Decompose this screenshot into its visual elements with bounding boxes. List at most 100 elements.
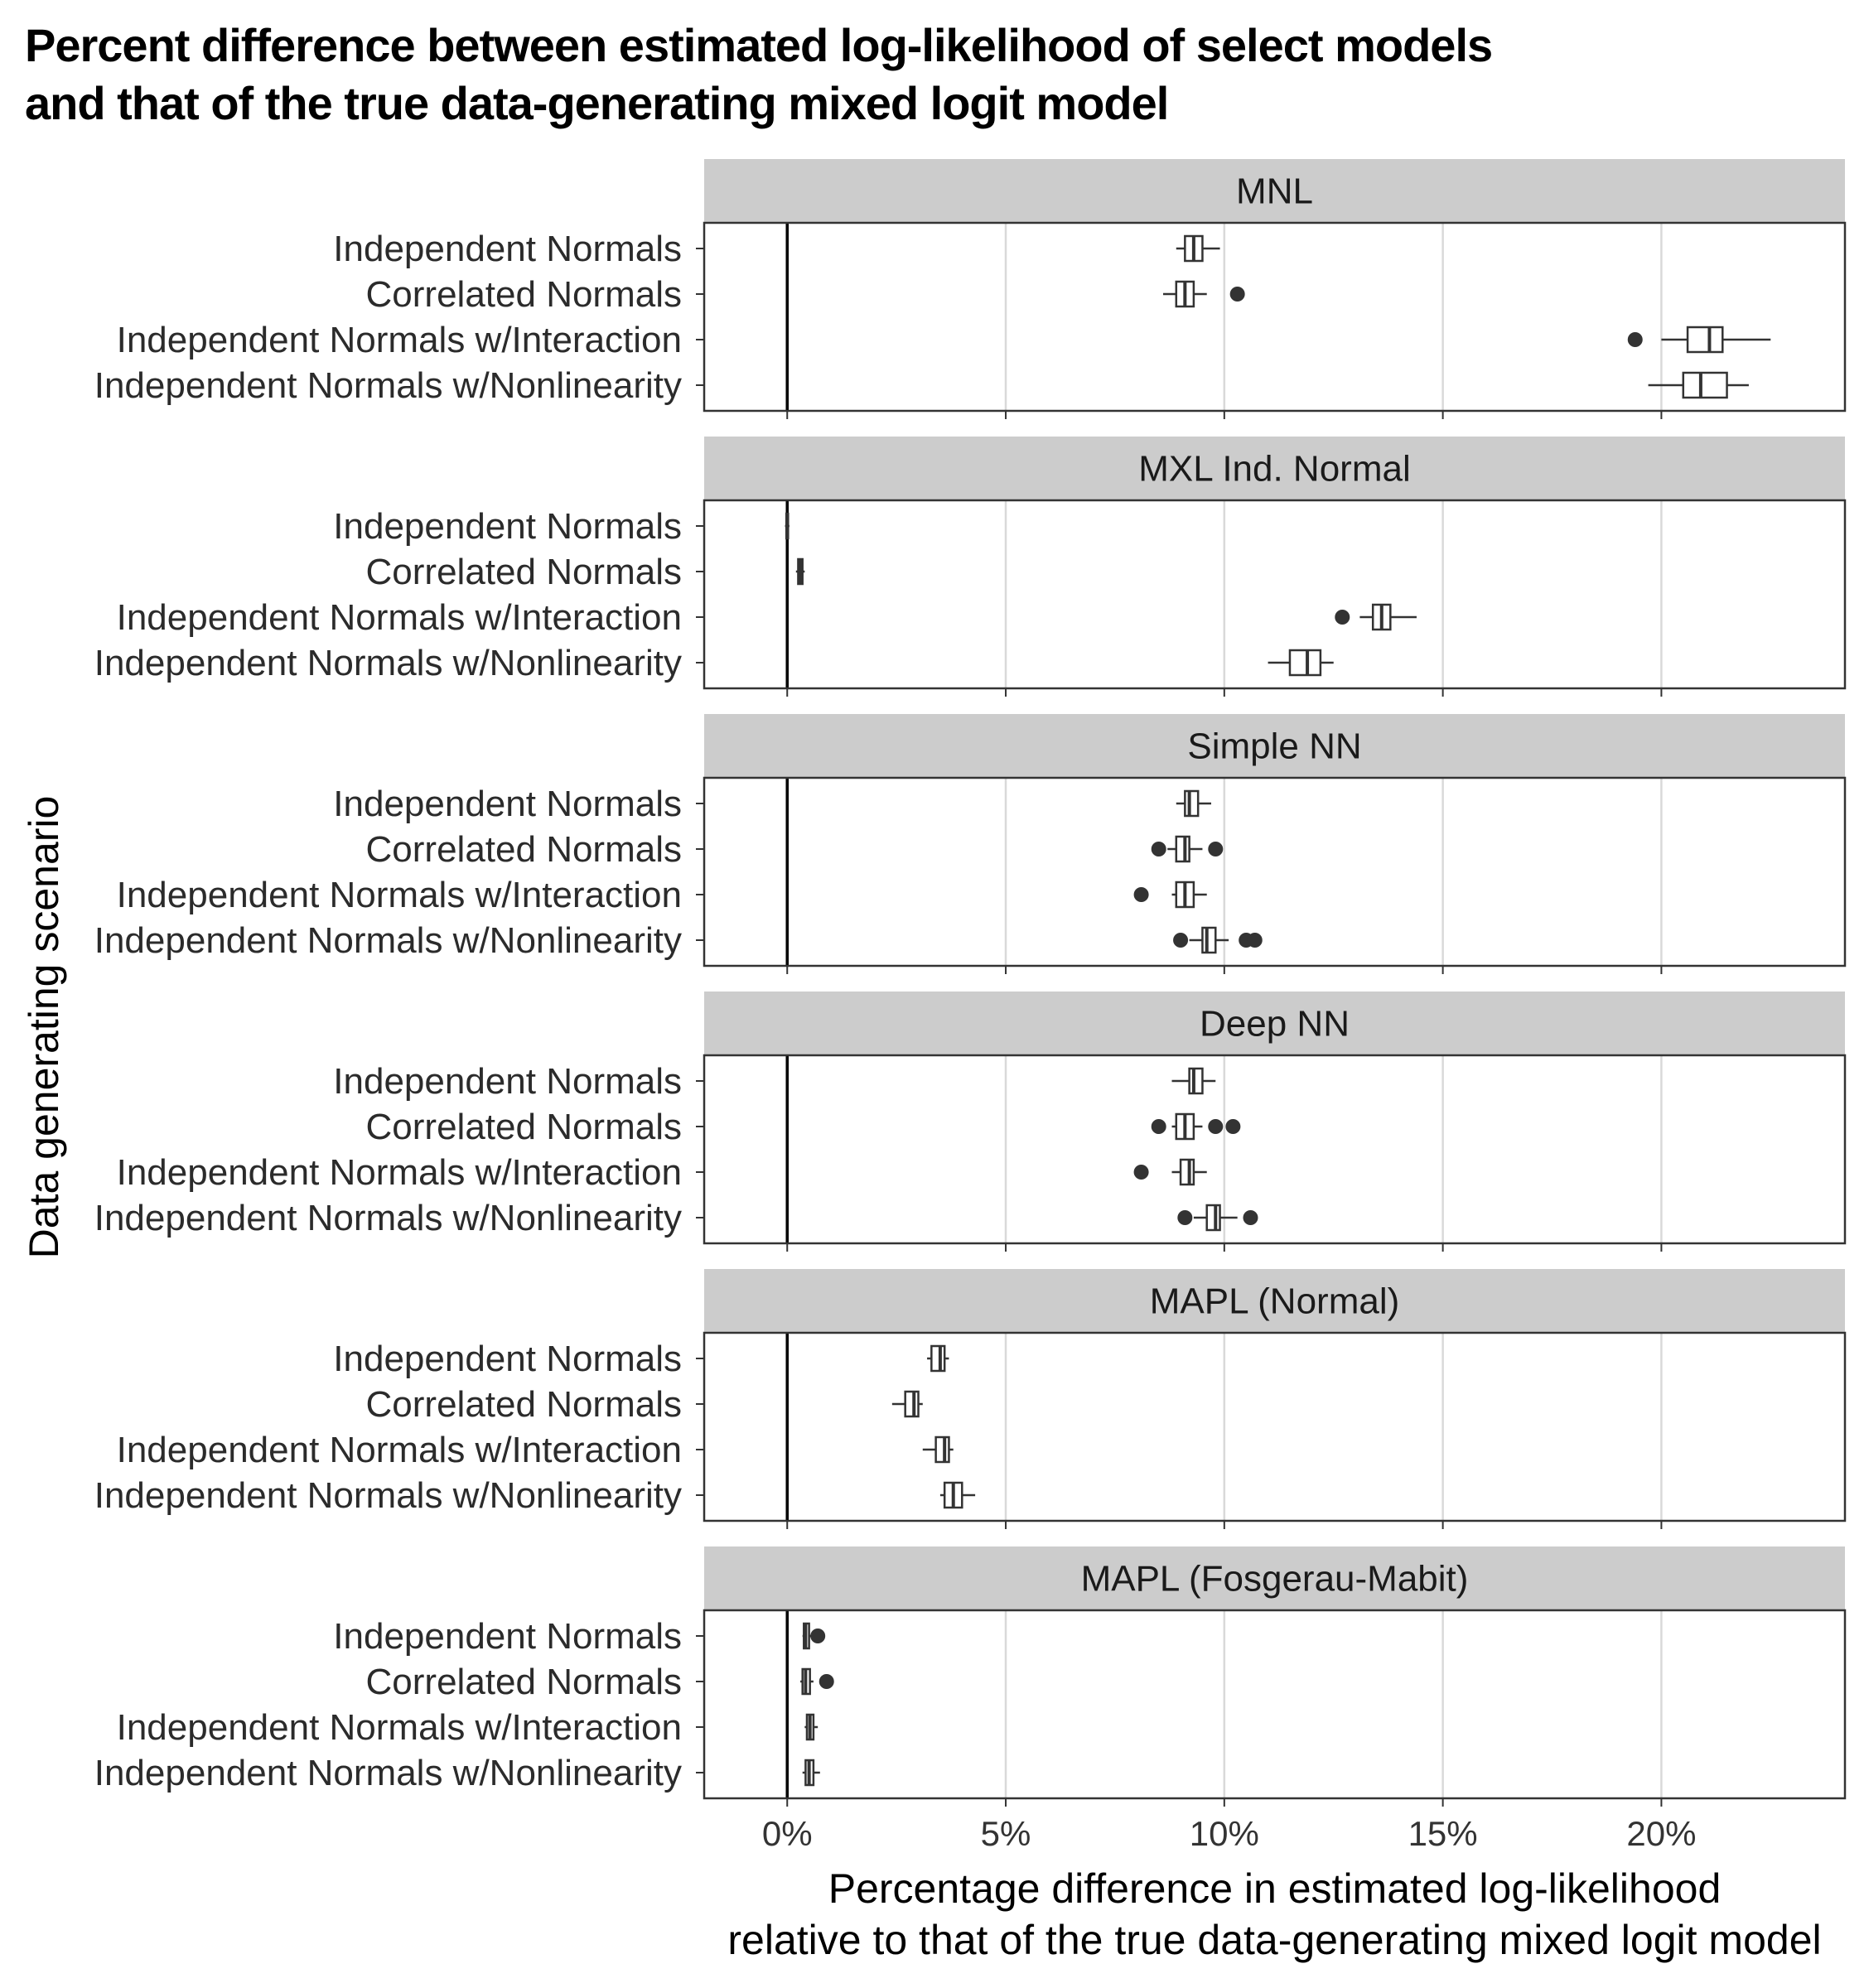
category-label: Independent Normals: [333, 1339, 682, 1379]
category-label: Independent Normals w/Interaction: [117, 1152, 682, 1193]
outlier-point: [1229, 287, 1245, 302]
outlier-point: [1247, 933, 1263, 948]
boxplot-2: [1627, 326, 1771, 354]
category-label: Independent Normals w/Interaction: [117, 597, 682, 638]
outlier-point: [1225, 1119, 1241, 1134]
category-label: Independent Normals w/Nonlinearity: [94, 1475, 682, 1516]
category-label: Correlated Normals: [366, 274, 682, 315]
outlier-point: [1335, 610, 1350, 625]
boxplot-0: [1176, 234, 1220, 263]
outlier-point: [1243, 1210, 1258, 1225]
facet-0: MNL Independent Normals Correlated Normals…: [94, 159, 1847, 419]
boxplot-3: [1177, 1204, 1258, 1232]
category-label: Independent Normals w/Interaction: [117, 320, 682, 360]
box: [1175, 835, 1190, 863]
x-tick-label: 5%: [981, 1814, 1031, 1853]
boxplot-0: [927, 1344, 949, 1373]
box: [1179, 1158, 1195, 1186]
category-label: Independent Normals w/Interaction: [117, 1707, 682, 1748]
boxplot-2: [1133, 881, 1207, 909]
outlier-point: [1133, 887, 1149, 902]
panel-border: [703, 1331, 1847, 1522]
boxplot-1: [1162, 280, 1245, 308]
category-label: Independent Normals: [333, 1616, 682, 1657]
facet-strip-label: MNL: [1236, 171, 1313, 212]
boxplot-2: [804, 1713, 819, 1741]
panel-border: [703, 776, 1847, 967]
category-label: Independent Normals w/Interaction: [117, 1430, 682, 1470]
outlier-point: [1208, 842, 1224, 856]
boxplot-0: [785, 512, 790, 540]
outlier-point: [1208, 1119, 1224, 1134]
category-label: Correlated Normals: [366, 1384, 682, 1425]
boxplot-3: [939, 1481, 976, 1509]
box: [1686, 326, 1724, 354]
facet-4: MAPL (Normal) Independent Normals Correlat…: [94, 1269, 1847, 1529]
category-label: Correlated Normals: [366, 829, 682, 870]
chart-title-line-2: and that of the true data-generating mix…: [25, 77, 1169, 129]
facet-1: MXL Ind. Normal Independent Normals Correl…: [94, 437, 1847, 697]
outlier-point: [1177, 1210, 1193, 1225]
x-axis-title-line: Percentage difference in estimated log-l…: [828, 1865, 1722, 1912]
boxplot-3: [802, 1759, 820, 1787]
category-label: Independent Normals: [333, 1061, 682, 1102]
category-label: Correlated Normals: [366, 1662, 682, 1702]
box: [1205, 1204, 1221, 1232]
facet-strip: [704, 714, 1845, 778]
category-label: Independent Normals w/Nonlinearity: [94, 643, 682, 683]
facet-strip: [704, 992, 1845, 1055]
box: [1288, 649, 1322, 677]
boxplot-0: [1176, 789, 1211, 818]
category-label: Correlated Normals: [366, 552, 682, 592]
facet-strip-label: MXL Ind. Normal: [1138, 449, 1410, 490]
category-label: Independent Normals w/Nonlinearity: [94, 1198, 682, 1238]
chart-title-line-1: Percent difference between estimated log…: [25, 19, 1493, 71]
facet-strip-label: MAPL (Normal): [1150, 1281, 1400, 1322]
x-tick-label: 10%: [1190, 1814, 1259, 1853]
outlier-point: [1151, 1119, 1166, 1134]
panel-border: [703, 1054, 1847, 1245]
panel-border: [703, 499, 1847, 690]
boxplot-1: [891, 1390, 923, 1418]
y-axis-title: Data generating scenario: [21, 796, 67, 1259]
category-label: Independent Normals w/Nonlinearity: [94, 920, 682, 961]
x-axis-title-line: relative to that of the true data-genera…: [727, 1917, 1821, 1963]
category-label: Independent Normals w/Nonlinearity: [94, 365, 682, 406]
category-label: Independent Normals: [333, 784, 682, 824]
category-label: Correlated Normals: [366, 1107, 682, 1147]
category-label: Independent Normals: [333, 229, 682, 269]
outlier-point: [1173, 933, 1189, 948]
x-tick-label: 20%: [1626, 1814, 1696, 1853]
box: [934, 1436, 950, 1464]
outlier-point: [1151, 842, 1166, 856]
boxplot-1: [1151, 835, 1224, 863]
panel-border: [703, 1609, 1847, 1800]
box: [904, 1390, 920, 1418]
outlier-point: [819, 1674, 834, 1689]
facet-strip: [704, 1546, 1845, 1610]
box: [1184, 789, 1200, 818]
boxplot-3: [1648, 371, 1749, 399]
box: [1201, 926, 1217, 954]
boxplot-2: [1335, 603, 1417, 631]
boxplot-0: [1171, 1067, 1216, 1095]
category-label: Independent Normals: [333, 506, 682, 547]
x-tick-label: 0%: [762, 1814, 813, 1853]
outlier-point: [810, 1629, 826, 1643]
facet-strip-label: Deep NN: [1200, 1004, 1350, 1045]
outlier-point: [1627, 332, 1643, 347]
chart-title: Percent difference between estimated log…: [25, 17, 1493, 133]
boxplot-3: [1173, 926, 1263, 954]
boxplot-1: [1151, 1112, 1241, 1141]
boxplot-1: [795, 557, 805, 586]
facet-2: Simple NN Independent Normals Correlated N…: [94, 714, 1847, 974]
outlier-point: [1133, 1165, 1149, 1180]
facet-strip: [704, 159, 1845, 223]
boxplot-3: [1268, 649, 1334, 677]
facet-strip-label: MAPL (Fosgerau-Mabit): [1081, 1559, 1469, 1600]
facet-strip-label: Simple NN: [1187, 726, 1361, 767]
facet-strip: [704, 437, 1845, 500]
boxplot-2: [922, 1436, 954, 1464]
panel-border: [703, 221, 1847, 413]
